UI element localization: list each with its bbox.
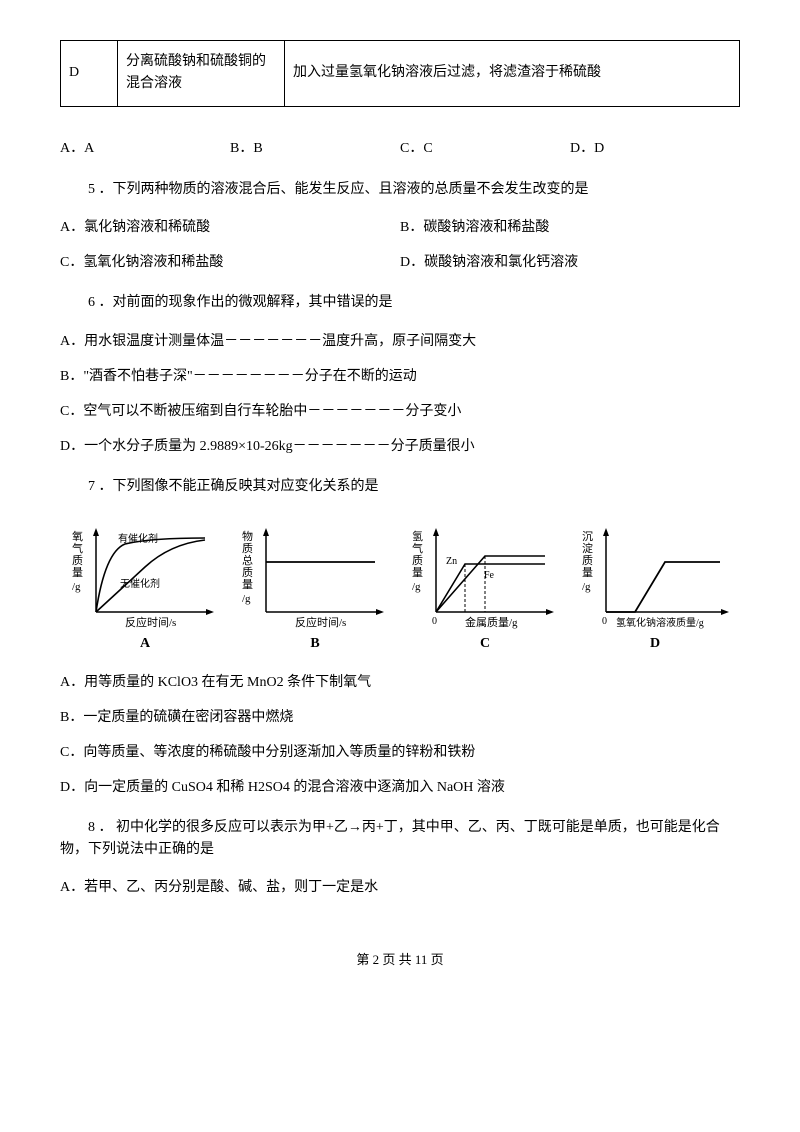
q5-opt-b: B．碳酸钠溶液和稀盐酸 — [400, 215, 740, 242]
table-cell-letter: D — [61, 41, 118, 107]
q7-charts: 氧 气 质 量 /g 有催化剂 无催化剂 反应时间/s A — [70, 522, 730, 652]
q5-opt-c: C．氢氧化钠溶液和稀盐酸 — [60, 250, 400, 277]
svg-text:0: 0 — [602, 616, 607, 627]
chart-a-label: A — [70, 636, 220, 652]
chart-b-label: B — [240, 636, 390, 652]
chart-c-svg: 氢 气 质 量 /g Zn Fe 0 金属质量/g — [410, 522, 560, 632]
svg-text:质: 质 — [242, 542, 253, 555]
chart-d-svg: 沉 淀 质 量 /g 0 氢氧化钠溶液质量/g — [580, 522, 740, 632]
svg-text:物: 物 — [242, 529, 253, 543]
svg-text:量: 量 — [412, 566, 423, 579]
svg-text:质: 质 — [412, 554, 423, 567]
chart-b: 物 质 总 质 量 /g 反应时间/s B — [240, 522, 390, 652]
svg-text:/g: /g — [412, 581, 421, 593]
q4-opt-a: A．A — [60, 137, 230, 157]
chart-b-xlabel: 反应时间/s — [295, 615, 346, 629]
q8-opt-a: A．若甲、乙、丙分别是酸、碱、盐，则丁一定是水 — [60, 875, 740, 900]
table-row: D 分离硫酸钠和硫酸铜的混合溶液 加入过量氢氧化钠溶液后过滤，将滤渣溶于稀硫酸 — [61, 41, 740, 107]
table-cell-desc: 分离硫酸钠和硫酸铜的混合溶液 — [118, 41, 285, 107]
svg-text:气: 气 — [72, 541, 83, 555]
chart-a: 氧 气 质 量 /g 有催化剂 无催化剂 反应时间/s A — [70, 522, 220, 652]
svg-text:质: 质 — [582, 554, 593, 567]
svg-text:总: 总 — [242, 553, 253, 567]
chart-c-zn-label: Zn — [446, 556, 457, 567]
q7-opt-d: D．向一定质量的 CuSO4 和稀 H2SO4 的混合溶液中逐滴加入 NaOH … — [60, 775, 740, 800]
chart-d: 沉 淀 质 量 /g 0 氢氧化钠溶液质量/g D — [580, 522, 730, 652]
method-table: D 分离硫酸钠和硫酸铜的混合溶液 加入过量氢氧化钠溶液后过滤，将滤渣溶于稀硫酸 — [60, 40, 740, 107]
q6-opt-c: C．空气可以不断被压缩到自行车轮胎中－－－－－－－分子变小 — [60, 399, 740, 424]
svg-text:沉: 沉 — [582, 530, 593, 543]
chart-a-line1-label: 有催化剂 — [118, 532, 158, 545]
q5-opt-d: D．碳酸钠溶液和氯化钙溶液 — [400, 250, 740, 277]
q6-stem: 6 ．对前面的现象作出的微观解释，其中错误的是 — [60, 292, 740, 314]
table-cell-method: 加入过量氢氧化钠溶液后过滤，将滤渣溶于稀硫酸 — [285, 41, 740, 107]
chart-a-svg: 氧 气 质 量 /g 有催化剂 无催化剂 反应时间/s — [70, 522, 220, 632]
q4-opt-d: D．D — [570, 137, 740, 157]
svg-text:/g: /g — [582, 581, 591, 593]
chart-a-line2-label: 无催化剂 — [120, 577, 160, 590]
svg-text:/g: /g — [242, 593, 251, 605]
chart-c-xlabel: 金属质量/g — [465, 615, 518, 629]
q7-stem: 7 ．下列图像不能正确反映其对应变化关系的是 — [60, 476, 740, 498]
chart-d-xlabel: 氢氧化钠溶液质量/g — [616, 616, 704, 629]
chart-b-svg: 物 质 总 质 量 /g 反应时间/s — [240, 522, 390, 632]
q6-opt-a: A．用水银温度计测量体温－－－－－－－温度升高，原子间隔变大 — [60, 329, 740, 354]
q5-opts-row2: C．氢氧化钠溶液和稀盐酸 D．碳酸钠溶液和氯化钙溶液 — [60, 250, 740, 277]
chart-c: 氢 气 质 量 /g Zn Fe 0 金属质量/g — [410, 522, 560, 652]
svg-text:氢: 氢 — [412, 529, 423, 543]
q6-opt-d: D．一个水分子质量为 2.9889×10-26kg－－－－－－－分子质量很小 — [60, 434, 740, 459]
svg-text:量: 量 — [242, 578, 253, 591]
chart-a-xlabel: 反应时间/s — [125, 615, 176, 629]
page-footer: 第 2 页 共 11 页 — [60, 949, 740, 968]
q4-options: A．A B．B C．C D．D — [60, 137, 740, 157]
svg-text:/g: /g — [72, 581, 81, 593]
svg-text:质: 质 — [242, 566, 253, 579]
q4-opt-c: C．C — [400, 137, 570, 157]
q7-opt-c: C．向等质量、等浓度的稀硫酸中分别逐渐加入等质量的锌粉和铁粉 — [60, 740, 740, 765]
svg-text:氧: 氧 — [72, 529, 83, 543]
q5-opts-row1: A．氯化钠溶液和稀硫酸 B．碳酸钠溶液和稀盐酸 — [60, 215, 740, 242]
svg-text:质: 质 — [72, 554, 83, 567]
q5-opt-a: A．氯化钠溶液和稀硫酸 — [60, 215, 400, 242]
svg-text:0: 0 — [432, 616, 437, 627]
chart-d-label: D — [580, 636, 730, 652]
q7-opt-b: B．一定质量的硫磺在密闭容器中燃烧 — [60, 705, 740, 730]
chart-c-fe-label: Fe — [484, 570, 495, 581]
q7-opt-a: A．用等质量的 KClO3 在有无 MnO2 条件下制氧气 — [60, 670, 740, 695]
q8-stem: 8 ． 初中化学的很多反应可以表示为甲+乙→丙+丁，其中甲、乙、丙、丁既可能是单… — [60, 817, 740, 862]
svg-text:淀: 淀 — [582, 541, 593, 555]
svg-text:气: 气 — [412, 541, 423, 555]
svg-text:量: 量 — [582, 566, 593, 579]
q6-opt-b: B．"酒香不怕巷子深"－－－－－－－－分子在不断的运动 — [60, 364, 740, 389]
q5-stem: 5 ．下列两种物质的溶液混合后、能发生反应、且溶液的总质量不会发生改变的是 — [60, 179, 740, 201]
svg-text:量: 量 — [72, 566, 83, 579]
q4-opt-b: B．B — [230, 137, 400, 157]
chart-c-label: C — [410, 636, 560, 652]
